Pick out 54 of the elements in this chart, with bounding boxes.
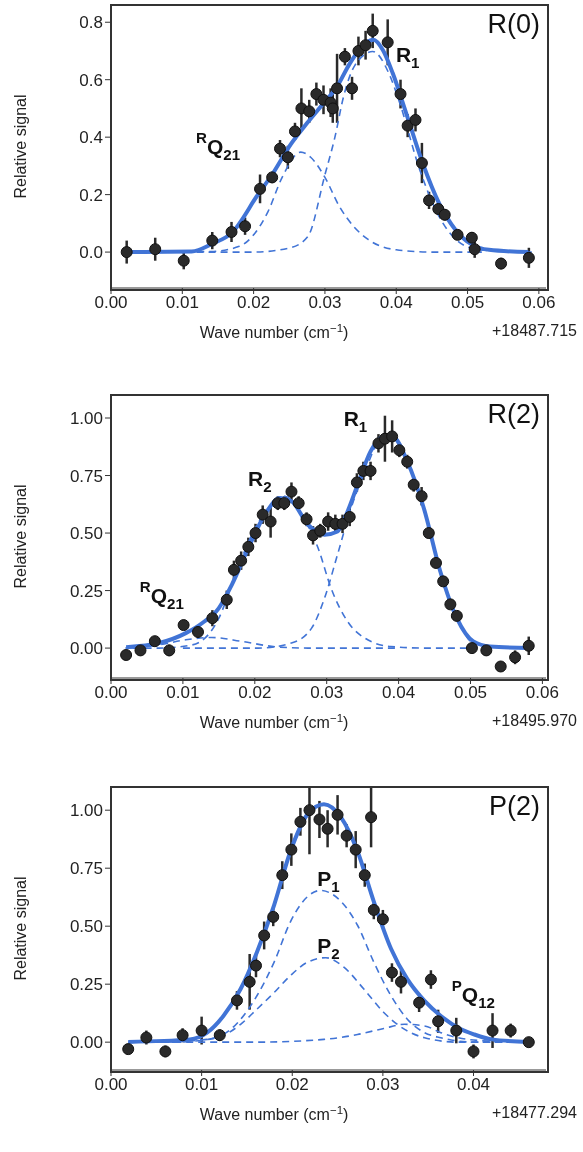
x-tick-label: 0.01 (185, 1075, 219, 1095)
y-tick-label: 0.00 (69, 639, 103, 659)
y-tick-label: 0.50 (69, 524, 103, 544)
x-tick-label: 0.00 (94, 293, 128, 313)
annotation: P(2) (488, 791, 540, 821)
text: +18477.294 (492, 1104, 578, 1121)
y-tick-label: 0.6 (79, 70, 103, 90)
y-tick-label: 1.00 (69, 409, 103, 429)
x-tick-label: 0.02 (237, 293, 271, 313)
annotation: R$_{1}$ (395, 42, 420, 71)
x-tick-label: 0.03 (366, 1075, 400, 1095)
y-tick-label: 0.0 (79, 243, 103, 263)
y-tick-label: 0.00 (69, 1033, 103, 1053)
annotation: $^{R}$Q$_{21}$ (195, 128, 241, 163)
x-axis-title: Wave number (cm$^{−1}$) (199, 322, 349, 341)
x-tick-label: 0.01 (166, 683, 200, 703)
y-tick-label: 0.4 (79, 128, 103, 148)
x-tick-label: 0.00 (94, 683, 128, 703)
x-tick-label: 0.05 (451, 293, 485, 313)
y-tick-label: 0.50 (69, 917, 103, 937)
y-axis-title: Relative signal (11, 94, 29, 199)
x-tick-label: 0.06 (525, 683, 559, 703)
x-tick-label: 0.01 (165, 293, 199, 313)
y-axis-title: Relative signal (11, 876, 29, 981)
x-axis-title: Wave number (cm$^{−1}$) (199, 1104, 349, 1123)
x-tick-label: 0.02 (275, 1075, 309, 1095)
annotation: P$_{1}$ (317, 866, 340, 895)
annotation: R(2) (487, 399, 540, 429)
annotation: R$_{1}$ (343, 406, 368, 435)
y-tick-label: 0.75 (69, 859, 103, 879)
x-tick-label: 0.02 (238, 683, 272, 703)
x-tick-label: 0.04 (379, 293, 413, 313)
annotation: $^{R}$Q$_{21}$ (139, 578, 184, 613)
x-tick-label: 0.03 (308, 293, 342, 313)
x-tick-label: 0.05 (453, 683, 488, 703)
annotation: $^{P}$Q$_{12}$ (451, 976, 495, 1011)
x-tick-label: 0.04 (456, 1075, 491, 1095)
x-tick-label: 0.04 (382, 683, 416, 703)
y-tick-label: 0.2 (79, 185, 103, 205)
text: +18495.970 (492, 712, 578, 729)
annotation: P$_{2}$ (317, 933, 340, 962)
annotation: R$_{2}$ (247, 466, 272, 495)
x-tick-label: 0.00 (94, 1075, 128, 1095)
text: +18487.715 (492, 322, 578, 339)
annotation: R(0) (487, 9, 540, 39)
x-tick-label: 0.03 (310, 683, 344, 703)
x-tick-label: 0.06 (522, 293, 556, 313)
y-tick-label: 0.8 (79, 13, 103, 33)
y-axis-title: Relative signal (11, 484, 29, 589)
y-tick-label: 0.25 (69, 975, 103, 995)
y-tick-label: 1.00 (69, 801, 103, 821)
y-tick-label: 0.75 (69, 466, 103, 486)
y-tick-label: 0.25 (69, 581, 103, 601)
x-axis-title: Wave number (cm$^{−1}$) (199, 712, 349, 731)
